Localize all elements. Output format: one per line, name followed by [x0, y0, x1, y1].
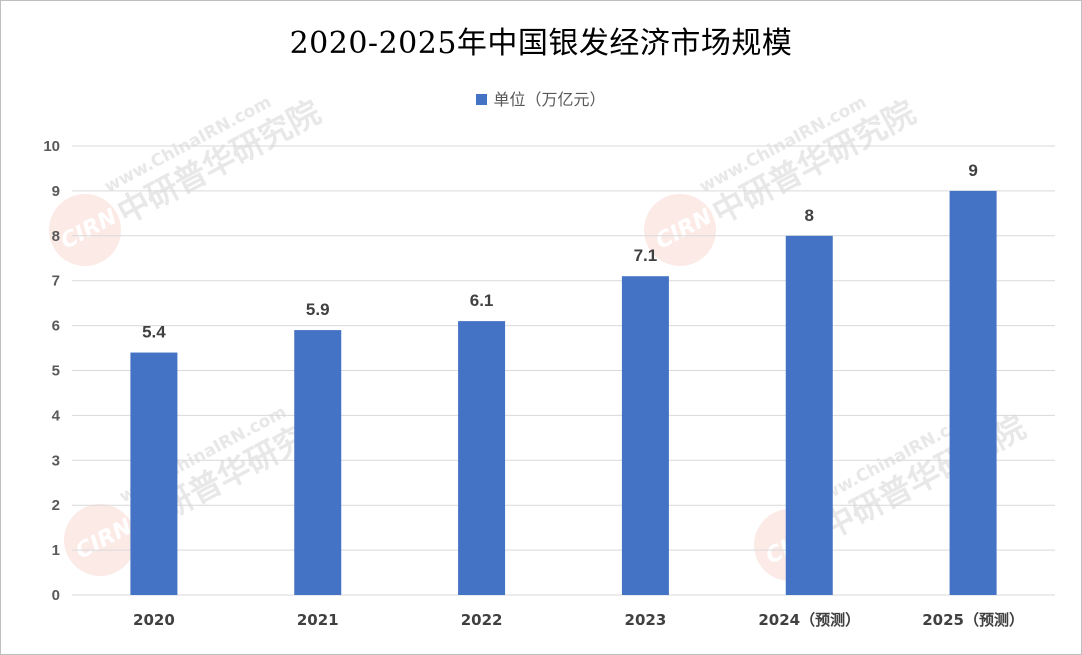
data-label: 6.1: [470, 291, 494, 310]
bar: [621, 276, 669, 595]
y-tick-label: 9: [52, 183, 60, 200]
y-tick-label: 3: [52, 452, 60, 469]
bar: [785, 235, 833, 596]
legend: 单位（万亿元）: [0, 86, 1082, 110]
bar: [294, 330, 342, 595]
x-tick-label: 2024（预测）: [758, 611, 860, 629]
watermark-logo-circle: [48, 194, 121, 266]
x-axis-labels: 2020 2021 2022 2023 2024（预测） 2025（预测）: [133, 611, 1024, 629]
data-label: 7.1: [634, 246, 658, 265]
y-tick-label: 7: [52, 273, 60, 290]
watermark-logo-circle: [63, 504, 136, 576]
bars: [130, 190, 997, 596]
y-tick-label: 6: [52, 318, 60, 335]
x-tick-label: 2020: [133, 611, 175, 629]
y-axis-ticks: 0 1 2 3 4 5 6 7 8 9 10: [43, 138, 60, 604]
data-label: 8: [805, 206, 814, 225]
y-tick-label: 10: [43, 138, 60, 155]
data-label: 5.4: [142, 323, 166, 342]
x-tick-label: 2021: [297, 611, 339, 629]
watermark-logo-circle: [644, 194, 716, 266]
y-tick-label: 0: [52, 587, 60, 604]
y-tick-label: 8: [52, 228, 60, 245]
chart-title: 2020-2025年中国银发经济市场规模: [289, 26, 793, 61]
x-tick-label: 2022: [461, 611, 503, 629]
data-labels: 5.4 5.9 6.1 7.1 8 9: [142, 161, 978, 342]
y-tick-label: 2: [52, 497, 60, 514]
y-tick-label: 4: [52, 407, 61, 424]
y-tick-label: 1: [52, 542, 60, 559]
data-label: 5.9: [306, 300, 330, 319]
y-tick-label: 5: [52, 363, 60, 380]
x-tick-label: 2025（预测）: [922, 611, 1024, 629]
legend-swatch: [476, 94, 488, 105]
bar: [949, 190, 997, 595]
gridlines: [72, 145, 1055, 596]
legend-label: 单位（万亿元）: [493, 90, 606, 109]
bar: [130, 352, 178, 595]
data-label: 9: [968, 161, 977, 180]
x-tick-label: 2023: [625, 611, 667, 629]
bar: [458, 321, 506, 595]
